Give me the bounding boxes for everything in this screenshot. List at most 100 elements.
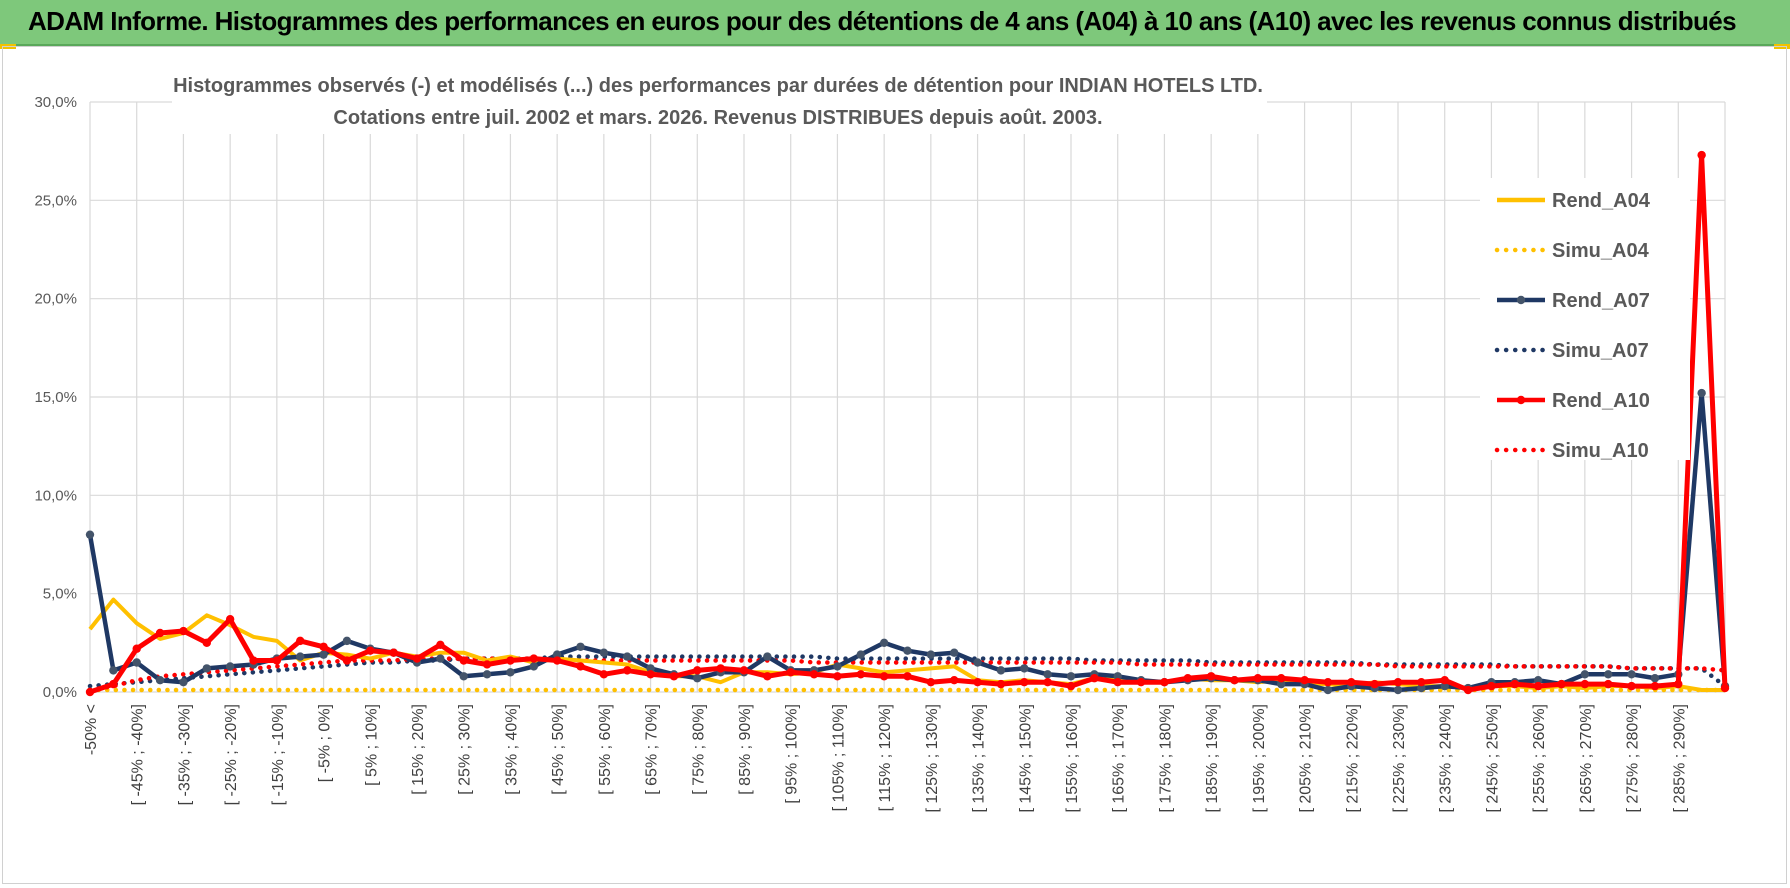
x-tick-label: [ 155% ; 160%] [1064, 704, 1081, 813]
x-tick-label: [ -15% ; -10%] [270, 704, 287, 805]
legend-item: Rend_A10 [1497, 390, 1650, 412]
data-point [996, 679, 1006, 689]
data-point [1674, 679, 1683, 689]
data-point [1253, 674, 1263, 683]
data-point [1533, 681, 1543, 691]
data-point [1650, 674, 1660, 683]
y-tick-label: 10,0% [34, 487, 77, 504]
data-point [459, 656, 468, 665]
x-tick-label: [ 225% ; 230%] [1391, 704, 1408, 813]
data-point [716, 664, 725, 673]
y-tick-label: 30,0% [34, 94, 77, 111]
data-point [576, 662, 585, 671]
grid-lines [89, 101, 1726, 693]
series-line [87, 656, 1728, 693]
data-point [1393, 677, 1403, 687]
data-point [1604, 670, 1613, 679]
data-point [809, 670, 819, 679]
legend-label: Simu_A07 [1552, 340, 1649, 362]
data-point [1627, 681, 1636, 691]
x-tick-label: [ 145% ; 150%] [1017, 704, 1034, 813]
data-point [155, 628, 165, 638]
data-point [950, 648, 959, 657]
data-point [85, 687, 95, 697]
data-point [1487, 681, 1496, 691]
data-point [296, 652, 305, 661]
data-point [763, 672, 772, 681]
series-line [87, 390, 1728, 693]
y-tick-label: 25,0% [34, 192, 77, 209]
data-point [996, 666, 1006, 675]
x-tick-label: [ 95% ; 100%] [784, 704, 801, 804]
data-point [926, 677, 936, 687]
legend-item: Simu_A07 [1494, 340, 1649, 362]
data-point [225, 615, 235, 624]
data-point [155, 676, 165, 685]
legend-label: Simu_A10 [1552, 440, 1649, 462]
data-point [833, 672, 842, 681]
data-point [1697, 150, 1706, 160]
data-point [1697, 388, 1706, 398]
data-point [1417, 683, 1426, 693]
x-tick-label: [ -25% ; -20%] [223, 704, 240, 805]
data-point [1206, 672, 1216, 681]
title-backdrop [172, 66, 1267, 134]
legend-label: Rend_A10 [1552, 390, 1650, 412]
data-point [552, 650, 562, 659]
data-point [1650, 681, 1660, 691]
data-point [272, 656, 282, 665]
x-tick-label: [ 195% ; 200%] [1251, 704, 1268, 813]
x-tick-label: [ 285% ; 290%] [1671, 704, 1688, 813]
x-tick-label: [ 135% ; 140%] [971, 704, 988, 813]
y-axis-ticks: 0,0% 5,0% 10,0% 15,0% 20,0% 25,0% 30,0% [34, 94, 77, 701]
y-tick-label: 0,0% [43, 684, 77, 701]
data-point [599, 648, 609, 657]
x-tick-label: [ 15% ; 20%] [410, 704, 427, 795]
x-tick-label: [ -35% ; -30%] [176, 704, 193, 805]
series-lines [85, 150, 1730, 697]
data-point [342, 636, 352, 646]
x-tick-label: [ 5% ; 10%] [363, 704, 380, 786]
x-axis-ticks: -50% < [ -45% ; -40%] [ -35% ; -30%] [ -25%… [83, 704, 1688, 813]
data-point [1557, 679, 1566, 689]
legend-item: Rend_A07 [1497, 290, 1650, 312]
x-tick-label: [ 235% ; 240%] [1438, 704, 1455, 813]
data-point [1323, 685, 1333, 695]
data-point [109, 666, 118, 675]
data-point [1393, 685, 1403, 695]
legend-label: Simu_A04 [1552, 240, 1650, 262]
chart-title: Histogrammes observés (-) et modélisés (… [173, 75, 1263, 97]
data-point [1580, 679, 1590, 689]
data-point [436, 640, 445, 649]
data-point [903, 672, 912, 681]
data-point [552, 656, 562, 665]
y-tick-label: 15,0% [34, 389, 77, 406]
data-point [366, 646, 375, 655]
y-tick-label: 5,0% [43, 586, 77, 603]
y-tick-label: 20,0% [34, 291, 77, 308]
x-tick-label: [ 45% ; 50%] [550, 704, 567, 795]
data-point [202, 638, 211, 648]
data-point [693, 674, 702, 683]
data-point [1440, 681, 1449, 691]
data-point [739, 666, 749, 675]
data-point [646, 670, 655, 679]
data-point [973, 658, 982, 667]
legend-label: Rend_A07 [1552, 290, 1650, 312]
legend-marker [1516, 395, 1526, 405]
data-point [1277, 679, 1286, 689]
data-point [693, 666, 702, 675]
x-tick-label: [ 55% ; 60%] [597, 704, 614, 795]
series-simu-a10 [87, 656, 1728, 693]
x-tick-label: [ 25% ; 30%] [457, 704, 474, 795]
chart-frame [2, 46, 1787, 884]
data-point [856, 670, 865, 679]
x-tick-label: [ 185% ; 190%] [1204, 704, 1221, 813]
data-point [1323, 677, 1333, 687]
data-point [669, 672, 679, 681]
x-tick-label: [ 125% ; 130%] [924, 704, 941, 813]
data-point [623, 652, 632, 661]
data-point [132, 658, 141, 667]
data-point [506, 668, 515, 677]
data-point [1580, 670, 1590, 679]
